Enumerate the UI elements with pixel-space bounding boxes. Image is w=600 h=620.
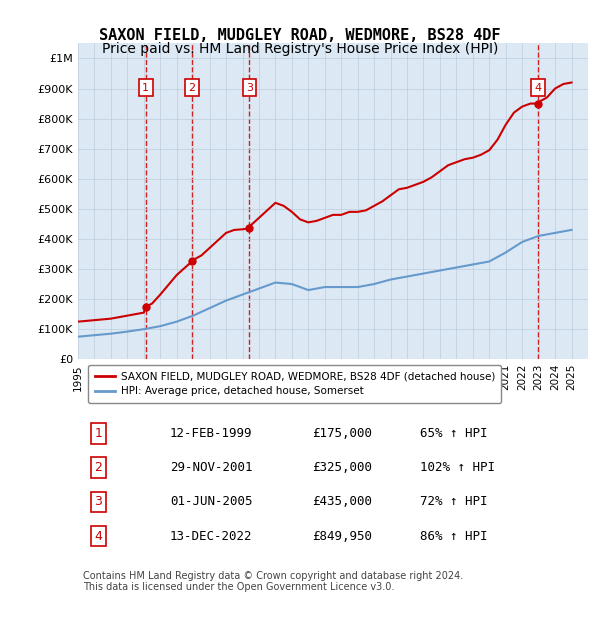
Text: 65% ↑ HPI: 65% ↑ HPI [420, 427, 487, 440]
Text: 4: 4 [94, 529, 103, 542]
Text: 1: 1 [94, 427, 103, 440]
Text: 4: 4 [534, 82, 541, 92]
Text: £175,000: £175,000 [313, 427, 373, 440]
Text: 12-FEB-1999: 12-FEB-1999 [170, 427, 253, 440]
Text: 86% ↑ HPI: 86% ↑ HPI [420, 529, 487, 542]
Text: 2: 2 [188, 82, 196, 92]
Text: £325,000: £325,000 [313, 461, 373, 474]
Text: 1: 1 [142, 82, 149, 92]
Legend: SAXON FIELD, MUDGLEY ROAD, WEDMORE, BS28 4DF (detached house), HPI: Average pric: SAXON FIELD, MUDGLEY ROAD, WEDMORE, BS28… [88, 365, 501, 402]
Text: 2: 2 [94, 461, 103, 474]
Text: Price paid vs. HM Land Registry's House Price Index (HPI): Price paid vs. HM Land Registry's House … [102, 42, 498, 56]
Text: 3: 3 [94, 495, 103, 508]
Text: 13-DEC-2022: 13-DEC-2022 [170, 529, 253, 542]
Text: 29-NOV-2001: 29-NOV-2001 [170, 461, 253, 474]
Text: £849,950: £849,950 [313, 529, 373, 542]
Text: 3: 3 [246, 82, 253, 92]
Text: 72% ↑ HPI: 72% ↑ HPI [420, 495, 487, 508]
Text: Contains HM Land Registry data © Crown copyright and database right 2024.
This d: Contains HM Land Registry data © Crown c… [83, 570, 463, 592]
Text: £435,000: £435,000 [313, 495, 373, 508]
Text: 102% ↑ HPI: 102% ↑ HPI [420, 461, 495, 474]
Text: 01-JUN-2005: 01-JUN-2005 [170, 495, 253, 508]
Text: SAXON FIELD, MUDGLEY ROAD, WEDMORE, BS28 4DF: SAXON FIELD, MUDGLEY ROAD, WEDMORE, BS28… [99, 28, 501, 43]
